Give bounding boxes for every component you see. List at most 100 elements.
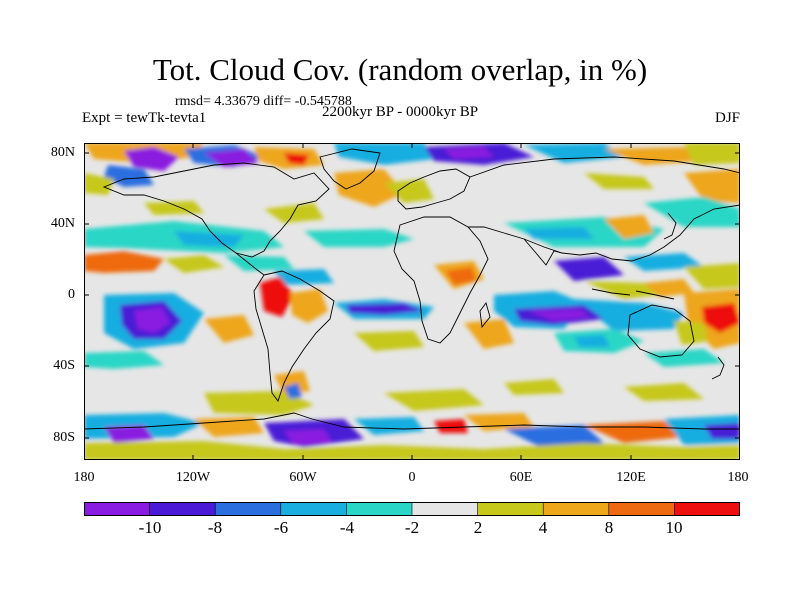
coastline-europe [397, 168, 471, 210]
lon-label-180w: 180 [73, 470, 95, 485]
anomaly-region [528, 309, 590, 321]
coastline-north-america [102, 162, 330, 258]
anomaly-region [624, 253, 704, 271]
anomaly-region [224, 255, 294, 271]
colorbar-swatch [214, 502, 282, 516]
anomaly-region [274, 269, 334, 285]
anomaly-region [354, 331, 424, 351]
coastline-greenland [319, 148, 381, 190]
anomaly-region [174, 231, 244, 247]
anomaly-region [574, 299, 684, 331]
lat-label-40s: 40S [53, 358, 75, 373]
lon-label-60e: 60E [509, 470, 533, 485]
coastline-asia [468, 156, 740, 262]
anomaly-region [84, 441, 740, 460]
lat-label-0: 0 [68, 287, 75, 302]
anomaly-region [584, 173, 654, 189]
anomaly-region [194, 417, 264, 437]
anomaly-region [134, 307, 170, 333]
anomaly-region [674, 321, 708, 345]
colorbar-swatch [84, 502, 151, 516]
anomaly-region [384, 389, 484, 411]
anomaly-region [624, 383, 704, 401]
colorbar-label: -10 [138, 518, 162, 537]
season-label: DJF [714, 110, 740, 126]
colorbar-label: 10 [665, 518, 683, 537]
coastline-africa [393, 216, 489, 344]
anomaly-region [104, 425, 154, 443]
colorbar-swatch [411, 502, 479, 516]
anomaly-region [524, 227, 594, 239]
anomaly-region [384, 179, 434, 203]
anomaly-region [204, 315, 254, 343]
anomaly-region [684, 263, 740, 289]
colorbar-swatch [477, 502, 545, 516]
chart-title: Tot. Cloud Cov. (random overlap, in %) [152, 52, 648, 87]
lon-label-0: 0 [408, 470, 416, 485]
anomaly-region [504, 425, 604, 449]
anomaly-region [104, 165, 154, 187]
colorbar-label: -8 [207, 518, 223, 537]
anomaly-region [290, 289, 328, 323]
anomaly-region [644, 349, 724, 367]
anomaly-region [304, 229, 414, 247]
coastline-japan [663, 212, 677, 240]
anomaly-region [346, 303, 424, 315]
anomaly-region [702, 303, 740, 333]
anomaly-region [260, 277, 294, 317]
coastline-indonesia [591, 288, 675, 300]
lat-label-40n: 40N [50, 216, 75, 231]
coastline-india [523, 238, 563, 266]
anomaly-region [644, 279, 694, 297]
anomaly-region [604, 147, 704, 165]
anomaly-region [574, 335, 610, 347]
period-label: 2200kyr BP - 0000kyr BP [322, 104, 479, 120]
anomaly-region [684, 169, 740, 203]
anomaly-region [334, 143, 434, 165]
anomaly-region [434, 419, 468, 433]
colorbar-swatch [346, 502, 413, 516]
anomaly-region [446, 267, 476, 285]
colorbar-swatch [674, 502, 740, 516]
colorbar-label: 8 [604, 518, 614, 537]
anomaly-region [84, 173, 114, 195]
axis-ticks [84, 143, 740, 460]
anomaly-region [444, 147, 494, 159]
anomaly-region [164, 255, 224, 273]
anomaly-region [334, 169, 404, 207]
anomaly-region [704, 423, 740, 439]
anomaly-region [274, 371, 310, 395]
coastline-south-america [253, 270, 335, 402]
lon-label-120e: 120E [616, 470, 646, 485]
anomaly-region [284, 383, 302, 399]
colorbar-label: -6 [273, 518, 289, 537]
coastline-madagascar [479, 302, 491, 329]
anomaly-region [284, 153, 309, 165]
coastline-australia [627, 304, 695, 358]
coastline-antarctica [84, 412, 740, 430]
coastlines [84, 148, 740, 430]
colorbar-swatch [149, 502, 216, 516]
anomaly-region [84, 351, 164, 369]
colorbar-label: 2 [473, 518, 483, 537]
anomaly-region [554, 257, 624, 281]
colorbar [84, 502, 740, 516]
coastline-central-america [235, 252, 265, 276]
lon-label-180e: 180 [727, 470, 749, 485]
lon-label-60w: 60W [289, 470, 317, 485]
anomaly-region [204, 149, 259, 167]
colorbar-label: 4 [538, 518, 548, 537]
colorbar-label: -2 [404, 518, 420, 537]
colorbar-swatch [608, 502, 676, 516]
anomaly-region [144, 201, 204, 215]
lon-label-120w: 120W [175, 470, 211, 485]
experiment-label: Expt = tewTk-tevta1 [82, 110, 207, 126]
anomaly-region [524, 143, 624, 163]
anomaly-region [124, 147, 179, 171]
anomaly-region [684, 143, 740, 165]
anomaly-region [644, 197, 740, 227]
anomaly-region [464, 319, 514, 349]
anomaly-region [84, 251, 164, 273]
anomaly-region [264, 203, 324, 223]
anomaly-region [284, 429, 332, 445]
